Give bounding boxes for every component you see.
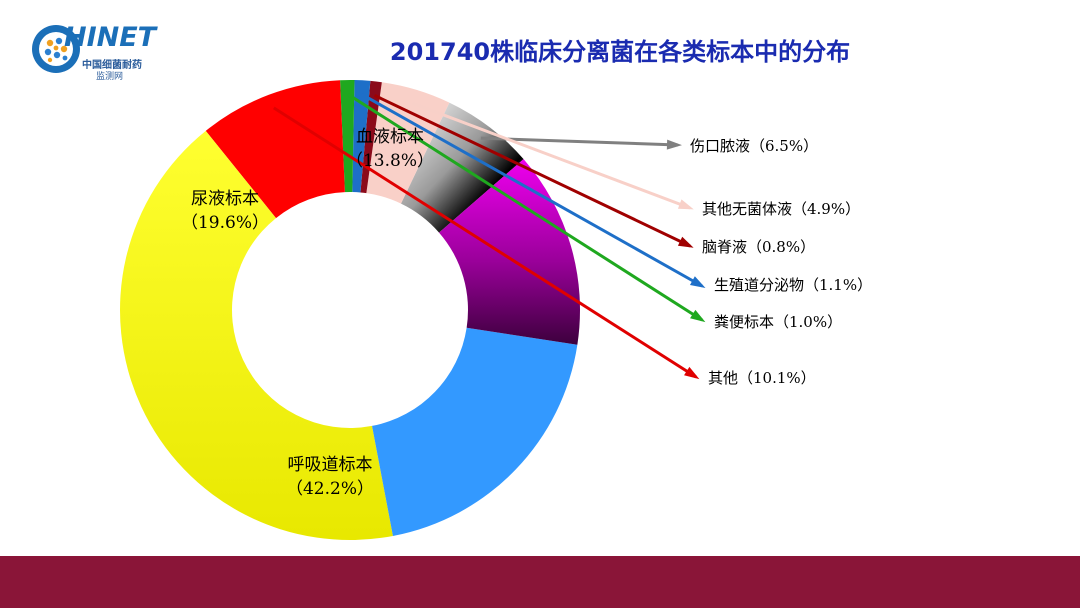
callout-label-6: 其他（10.1%） [708, 369, 816, 387]
callout-line-5 [346, 92, 703, 322]
slice-percent-label-9: （13.8%） [346, 151, 434, 171]
pie-slice-9 [439, 159, 580, 345]
callout-label-3: 脑脊液（0.8%） [702, 238, 815, 256]
slice-percent-label-7: （42.2%） [286, 479, 374, 499]
logo-globe-icon [32, 25, 80, 73]
hinet-logo: HINET 中国细菌耐药 监测网 [30, 12, 190, 86]
logo-title: HINET [64, 22, 157, 53]
pie-slice-6 [205, 80, 345, 219]
callout-arrow-4 [689, 276, 706, 288]
callout-line-3 [373, 94, 691, 248]
callout-line-2 [411, 101, 691, 210]
slice-percent-label-8: （19.6%） [181, 213, 269, 233]
pie-slice-4 [352, 80, 371, 193]
footer-bar [0, 556, 1080, 608]
pie-slice-7 [120, 130, 393, 541]
chart-title: 201740株临床分离菌在各类标本中的分布 [389, 38, 851, 66]
logo-subtitle: 中国细菌耐药 [82, 60, 142, 71]
donut-chart: 伤口脓液（6.5%） 其他无菌体液（4.9%） 脑脊液（0.8%） 生殖道分泌物（1.… [120, 80, 872, 541]
callout-line-1 [480, 136, 679, 147]
pie-slice-2 [366, 82, 450, 204]
slice-label-9: 血液标本 [356, 127, 424, 147]
callout-label-1: 伤口脓液（6.5%） [690, 137, 818, 155]
callout-arrow-1 [666, 139, 682, 150]
callout-arrow-3 [677, 236, 694, 248]
callout-arrow-2 [677, 199, 694, 210]
slice-label-7: 呼吸道标本 [288, 455, 373, 475]
pie-slice-5 [340, 80, 355, 193]
callout-line-6 [272, 106, 697, 379]
callout-label-5: 粪便标本（1.0%） [714, 313, 842, 331]
callout-arrow-6 [684, 366, 700, 380]
callout-label-4: 生殖道分泌物（1.1%） [714, 276, 872, 294]
callout-arrow-5 [690, 309, 706, 323]
callout-line-4 [360, 93, 703, 288]
slice-label-8: 尿液标本 [191, 189, 259, 209]
callout-label-2: 其他无菌体液（4.9%） [702, 200, 860, 218]
logo-subtitle-2: 监测网 [96, 72, 124, 82]
pie-slice-8 [372, 327, 578, 536]
